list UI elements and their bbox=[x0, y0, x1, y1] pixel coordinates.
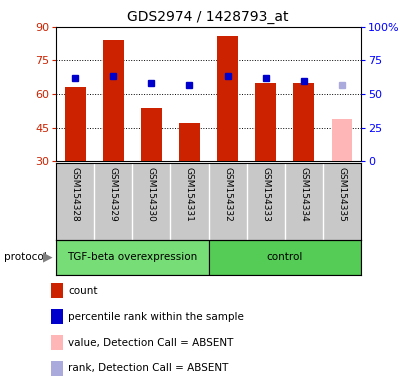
Bar bbox=[179, 123, 200, 161]
Text: GSM154335: GSM154335 bbox=[337, 167, 347, 222]
Text: rank, Detection Call = ABSENT: rank, Detection Call = ABSENT bbox=[68, 363, 229, 374]
Bar bbox=[332, 119, 352, 161]
Text: percentile rank within the sample: percentile rank within the sample bbox=[68, 311, 244, 322]
Bar bbox=[209, 240, 361, 275]
Text: GSM154333: GSM154333 bbox=[261, 167, 270, 222]
Bar bbox=[51, 361, 63, 376]
Bar bbox=[103, 40, 124, 161]
Text: GSM154332: GSM154332 bbox=[223, 167, 232, 222]
Bar bbox=[51, 310, 63, 324]
Text: count: count bbox=[68, 286, 98, 296]
Text: value, Detection Call = ABSENT: value, Detection Call = ABSENT bbox=[68, 338, 234, 348]
Bar bbox=[255, 83, 276, 161]
Text: GSM154328: GSM154328 bbox=[71, 167, 80, 222]
Text: ▶: ▶ bbox=[43, 251, 53, 264]
Bar bbox=[293, 83, 314, 161]
Text: TGF-beta overexpression: TGF-beta overexpression bbox=[67, 252, 198, 262]
Text: GDS2974 / 1428793_at: GDS2974 / 1428793_at bbox=[127, 10, 288, 23]
Text: protocol: protocol bbox=[4, 252, 47, 262]
Bar bbox=[56, 240, 209, 275]
Bar bbox=[51, 283, 63, 298]
Text: GSM154331: GSM154331 bbox=[185, 167, 194, 222]
Bar bbox=[217, 36, 238, 161]
Text: GSM154330: GSM154330 bbox=[147, 167, 156, 222]
Bar bbox=[141, 108, 162, 161]
Bar bbox=[65, 88, 85, 161]
Bar bbox=[51, 335, 63, 350]
Text: GSM154329: GSM154329 bbox=[109, 167, 118, 222]
Text: control: control bbox=[266, 252, 303, 262]
Text: GSM154334: GSM154334 bbox=[299, 167, 308, 222]
